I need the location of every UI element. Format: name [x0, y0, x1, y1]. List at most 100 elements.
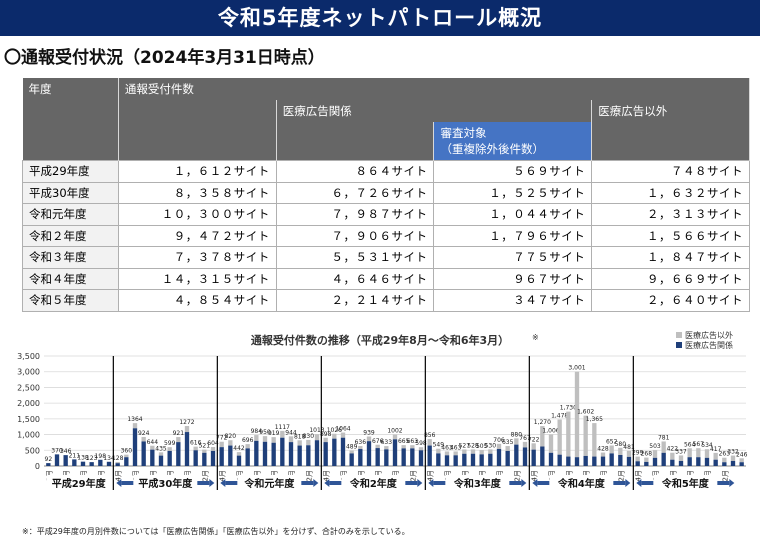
- bar-other: [254, 435, 259, 441]
- section-title: 〇通報受付状況（2024年3月31日時点）: [4, 48, 325, 68]
- table-row: 令和５年度 ４，８５４サイト ２，２１４サイト ３４７サイト ２，６４０サイト: [22, 289, 750, 312]
- fiscal-year-label: 令和4年度: [557, 477, 606, 490]
- bar-medical: [661, 452, 666, 466]
- bar-medical: [245, 448, 250, 466]
- x-tick-label: 4月: [219, 470, 227, 481]
- bar-data-label: 676: [372, 438, 384, 445]
- bar-data-label: 939: [363, 429, 375, 436]
- bar-medical: [132, 428, 138, 466]
- y-tick-label: 2,500: [17, 383, 40, 392]
- bar-medical: [46, 463, 51, 466]
- bar-data-label: 505: [476, 443, 488, 450]
- bar-medical: [323, 442, 328, 466]
- bar-data-label: 580: [615, 441, 627, 448]
- bar-medical: [600, 456, 606, 466]
- fiscal-year-label-bg: [653, 475, 718, 491]
- bar-medical: [583, 455, 588, 466]
- bar-medical: [713, 459, 718, 466]
- bar-medical: [574, 457, 580, 466]
- bar-data-label: 1064: [335, 426, 350, 433]
- header-medical: 医療広告関係: [276, 100, 593, 122]
- y-tick-label: 3,500: [17, 352, 40, 361]
- bar-medical: [72, 459, 77, 466]
- bar-other: [583, 415, 588, 456]
- x-tick-label: 4月: [531, 470, 539, 481]
- bar-data-label: 138: [77, 455, 89, 462]
- y-tick-label: 2,000: [17, 399, 40, 408]
- band-arrow-left: [116, 479, 122, 487]
- fiscal-year-label-bg: [549, 475, 614, 491]
- cell-total: １４，３１５サイト: [117, 267, 277, 290]
- bar-data-label: 564: [684, 441, 696, 448]
- bar-data-label: 1,478: [551, 413, 568, 420]
- table-row: 令和３年度 ７，３７８サイト ５，５３１サイト ７７５サイト １，８４７サイト: [22, 246, 750, 269]
- footnote: ※：平成29年度の月別件数については「医療広告関係」「医療広告以外」を分けず、合…: [22, 527, 410, 536]
- cell-other: ２，６４０サイト: [591, 289, 750, 312]
- bar-other: [730, 455, 736, 461]
- bar-data-label: 463: [450, 444, 462, 451]
- bar-other: [470, 449, 476, 454]
- bar-medical: [124, 457, 129, 466]
- bar-medical: [280, 437, 285, 466]
- cell-year: 令和２年度: [22, 224, 119, 247]
- bar-data-label: 636: [355, 439, 367, 446]
- bar-medical: [488, 453, 493, 466]
- bar-data-label: 604: [207, 440, 219, 447]
- bar-medical: [557, 454, 562, 466]
- fiscal-year-label-bg: [46, 475, 111, 491]
- bar-data-label: 246: [736, 451, 748, 458]
- cell-year: 令和元年度: [22, 203, 119, 226]
- bar-medical: [592, 456, 597, 466]
- bar-data-label: 417: [710, 446, 722, 453]
- bar-other: [687, 448, 692, 458]
- bar-data-label: 503: [649, 443, 661, 450]
- cell-medical: ４，６４６サイト: [275, 267, 435, 290]
- cell-other: ７４８サイト: [591, 160, 750, 183]
- bar-other: [228, 440, 233, 446]
- bar-data-label: 128: [112, 455, 124, 462]
- bar-medical: [722, 462, 727, 466]
- bar-other: [696, 448, 701, 458]
- table-row: 令和元年度 １０，３００サイト ７，９８７サイト １，０４４サイト ２，３１３サイト: [22, 203, 750, 226]
- bar-data-label: 134: [103, 455, 115, 462]
- x-tick-label: 2月: [513, 470, 521, 481]
- bar-other: [375, 444, 380, 449]
- cell-medical: ７，９０６サイト: [275, 224, 435, 247]
- cell-review: １，７９６サイト: [433, 224, 593, 247]
- bar-medical: [644, 461, 649, 466]
- bar-medical: [427, 445, 432, 466]
- fiscal-year-label-bg: [341, 475, 406, 491]
- bar-medical: [271, 442, 276, 466]
- bar-other: [401, 445, 406, 449]
- bar-data-label: 1,270: [534, 419, 551, 426]
- bar-data-label: 527: [459, 442, 471, 449]
- bar-other: [514, 438, 519, 445]
- bar-other: [150, 445, 155, 450]
- bar-other: [332, 433, 337, 439]
- bar-medical: [115, 463, 120, 466]
- cell-medical: ７，９８７サイト: [275, 203, 435, 226]
- bar-data-label: 422: [667, 446, 679, 453]
- bar-data-label: 428: [597, 446, 609, 453]
- trend-chart-container: 通報受付件数の推移（平成29年8月～令和6年3月） ※ 医療広告以外 医療広告関係 0 5…: [0, 326, 760, 526]
- cell-other: ９，６６９サイト: [591, 267, 750, 290]
- bar-medical: [618, 455, 623, 466]
- bar-other: [210, 447, 216, 451]
- cell-review: ９６７サイト: [433, 267, 593, 290]
- bar-medical: [202, 452, 207, 466]
- bar-data-label: 489: [346, 444, 358, 451]
- bar-data-label: 1002: [387, 428, 402, 435]
- bar-medical: [63, 455, 68, 466]
- bar-medical: [410, 448, 415, 466]
- bar-medical: [505, 450, 510, 466]
- bar-medical: [531, 449, 536, 466]
- bar-other: [670, 452, 675, 460]
- bar-data-label: 530: [485, 442, 497, 449]
- bar-medical: [384, 449, 389, 466]
- bar-other: [384, 446, 389, 450]
- bar-data-label: 92: [45, 456, 53, 463]
- band-arrow-right: [729, 479, 735, 487]
- bar-data-label: 198: [95, 453, 107, 460]
- bar-other: [540, 426, 545, 447]
- bar-other: [661, 441, 666, 453]
